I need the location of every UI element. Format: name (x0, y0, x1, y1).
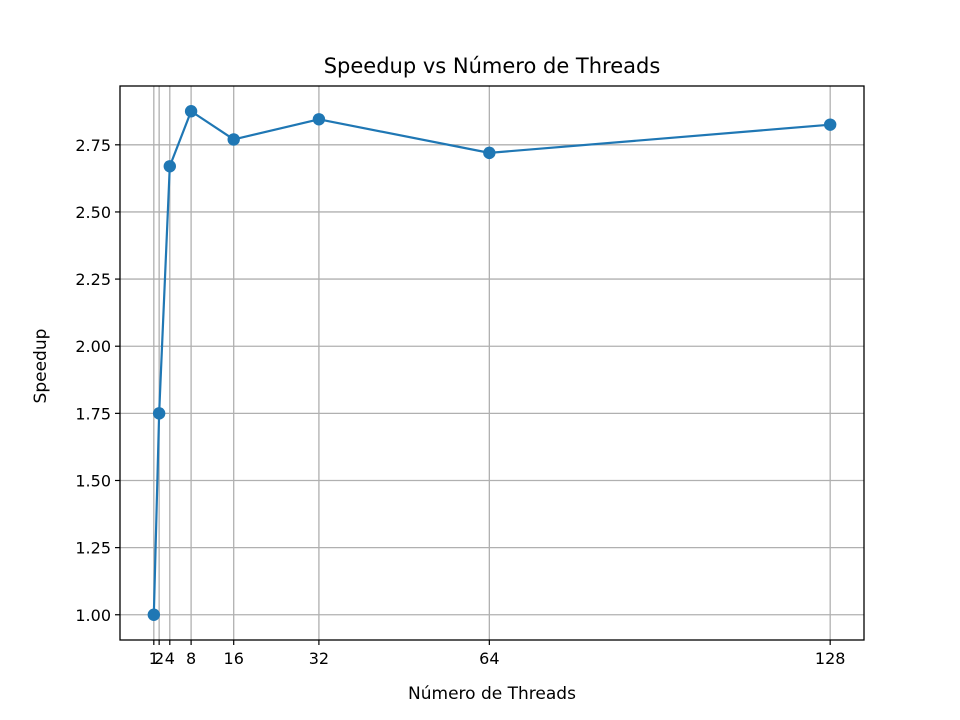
y-tick-label-5: 2.25 (75, 270, 111, 289)
x-tick-label-64: 64 (479, 649, 499, 668)
y-tick-label-6: 2.50 (75, 203, 111, 222)
x-tick-label-2: 2 (154, 649, 164, 668)
x-tick-label-1: 1 (149, 649, 159, 668)
data-point-2 (152, 407, 166, 420)
x-tick-label-128: 128 (815, 649, 846, 668)
ticks-layer: 12 4 8 16 32 64 128 1.00 1.25 1.50 1.75 2.00 2.25 2.5… (75, 136, 845, 668)
x-axis-title: Número de Threads (408, 684, 576, 704)
data-point-8 (184, 105, 198, 118)
axes-layer (119, 85, 865, 641)
x-tick-label-16: 16 (224, 649, 244, 668)
grid-layer (120, 86, 864, 640)
plot-frame (119, 85, 865, 641)
data-point-128 (823, 118, 837, 131)
y-tick-label-2: 1.50 (75, 471, 111, 490)
y-axis-title: Speedup (31, 329, 51, 404)
x-tick-label-4: 4 (165, 649, 175, 668)
y-tick-label-3: 1.75 (75, 404, 111, 423)
data-point-16 (227, 133, 240, 146)
chart-title: Speedup vs Número de Threads (324, 54, 661, 78)
data-point-32 (312, 113, 326, 126)
x-tick-label-8: 8 (186, 649, 196, 668)
data-point-64 (483, 146, 496, 160)
series-line-0 (152, 110, 831, 615)
data-point-1 (147, 608, 161, 621)
y-tick-label-0: 1.00 (75, 606, 111, 625)
x-tick-label-32: 32 (309, 649, 329, 668)
series-layer (147, 105, 837, 621)
y-tick-label-7: 2.75 (75, 136, 111, 155)
y-tick-label-1: 1.25 (75, 539, 111, 558)
data-point-4 (163, 160, 176, 173)
y-tick-label-4: 2.00 (75, 337, 111, 356)
